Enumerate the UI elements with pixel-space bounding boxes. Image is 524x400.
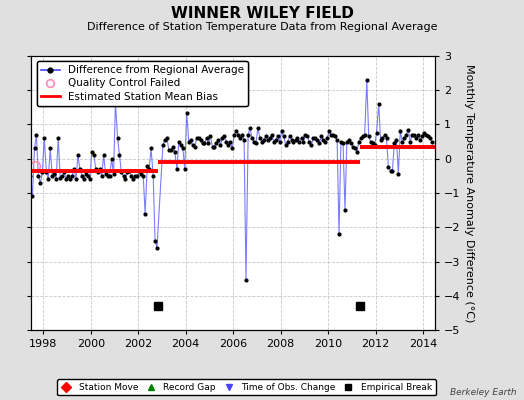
- Text: Difference of Station Temperature Data from Regional Average: Difference of Station Temperature Data f…: [87, 22, 437, 32]
- Legend: Difference from Regional Average, Quality Control Failed, Estimated Station Mean: Difference from Regional Average, Qualit…: [37, 61, 248, 106]
- Legend: Station Move, Record Gap, Time of Obs. Change, Empirical Break: Station Move, Record Gap, Time of Obs. C…: [57, 379, 435, 396]
- Y-axis label: Monthly Temperature Anomaly Difference (°C): Monthly Temperature Anomaly Difference (…: [464, 64, 474, 322]
- Text: Berkeley Earth: Berkeley Earth: [450, 388, 516, 397]
- Text: WINNER WILEY FIELD: WINNER WILEY FIELD: [171, 6, 353, 21]
